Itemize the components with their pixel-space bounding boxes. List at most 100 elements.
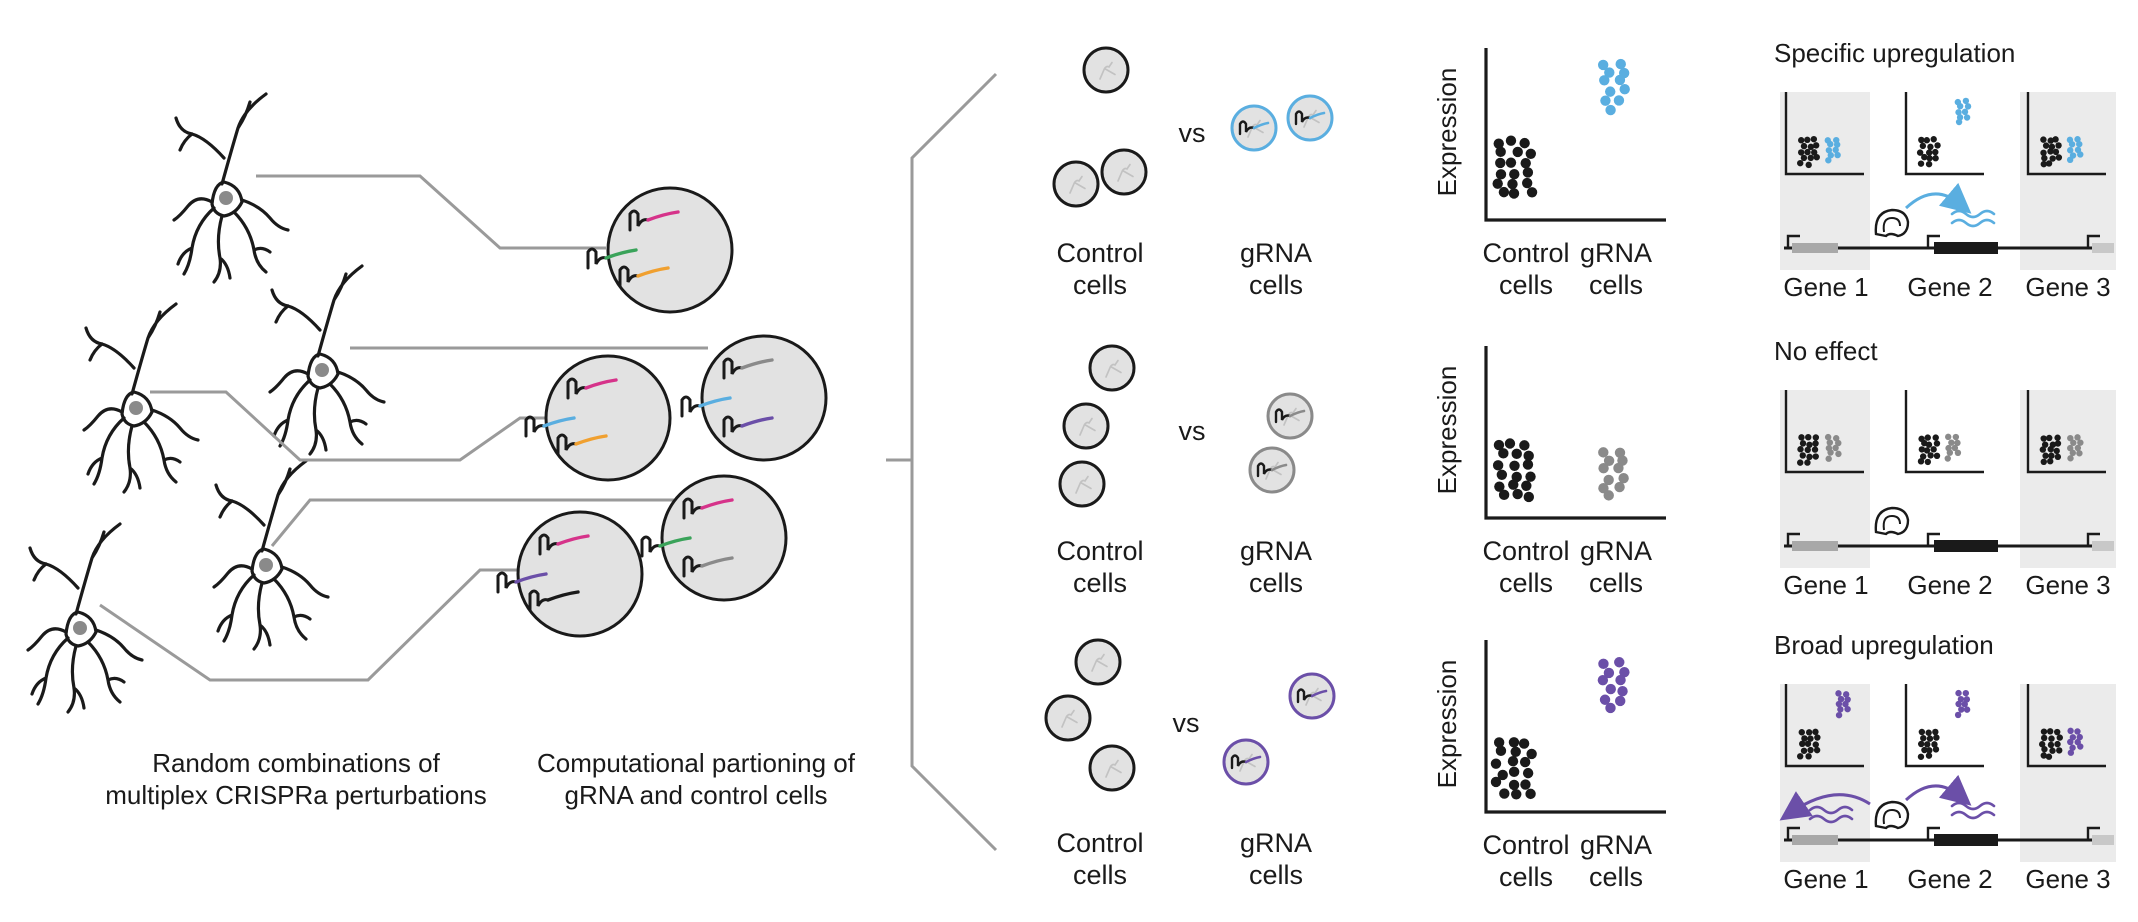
expression-point — [1814, 734, 1821, 741]
expression-point — [1519, 137, 1530, 149]
grna-icon — [722, 415, 774, 438]
expression-point — [1932, 155, 1939, 162]
expression-point — [2041, 154, 2048, 162]
expression-point — [1962, 689, 1970, 697]
expression-point — [1598, 447, 1609, 458]
expression-point — [1494, 481, 1505, 492]
grna-icon — [524, 415, 576, 438]
x-label-control-line2: cells — [1499, 270, 1553, 300]
gene1-label: Gene 1 — [1783, 272, 1868, 302]
expression-point — [1961, 108, 1969, 116]
expression-point — [1918, 446, 1926, 453]
gene3-body — [2092, 541, 2114, 551]
expression-point — [2054, 740, 2061, 748]
expression-point — [1507, 178, 1518, 190]
expression-point — [1835, 450, 1842, 458]
grna-cells-label-line1: gRNA — [1240, 238, 1312, 268]
expression-point — [1614, 657, 1625, 668]
expression-point — [1493, 138, 1504, 149]
expression-point — [2054, 434, 2061, 441]
gene3-shade — [2020, 390, 2116, 568]
expression-point — [2067, 434, 2074, 442]
dcas9-activator-icon — [1874, 800, 1910, 830]
partition-bracket — [886, 72, 998, 852]
gene2-body — [1934, 834, 1998, 846]
expression-point — [1807, 746, 1814, 754]
outcome-panel-3: Broad upregulation Gene 1 Gene 2 Gene 3 — [1774, 630, 2116, 894]
expression-point — [1509, 169, 1520, 180]
cell-icon — [1082, 46, 1130, 94]
grna-cells-label-line1: gRNA — [1240, 828, 1312, 858]
expression-point — [2067, 738, 2074, 746]
expression-point — [2047, 137, 2054, 144]
expression-point — [2049, 747, 2056, 754]
mini-expression-plot — [1784, 92, 1864, 176]
cell-icon — [1074, 638, 1122, 686]
outcome-title: Broad upregulation — [1774, 630, 1994, 660]
expression-point — [2067, 444, 2074, 452]
expression-point — [1827, 140, 1834, 148]
expression-point — [1800, 154, 1808, 162]
transcription-arrow-icon — [1904, 182, 1972, 214]
expression-point — [1619, 666, 1630, 678]
expression-point — [1812, 741, 1819, 748]
expression-point — [1798, 434, 1805, 441]
expression-point — [2038, 741, 2046, 748]
expression-point — [1926, 155, 1933, 162]
expression-point — [1825, 157, 1832, 164]
x-label-control-line1: Control — [1482, 238, 1569, 268]
expression-point — [1598, 463, 1609, 474]
expression-point — [1932, 148, 1939, 156]
expression-point — [1804, 148, 1811, 156]
mini-expression-plot — [1904, 92, 1984, 176]
expression-point — [2074, 728, 2081, 735]
expression-point — [1598, 658, 1609, 670]
outcome-panel-2: No effect Gene 1 Gene 2 Gene 3 — [1774, 336, 2116, 600]
transcription-arrow-icon — [1779, 791, 1871, 821]
vs-label: vs — [1179, 118, 1206, 148]
neuron-group — [26, 92, 386, 714]
expression-point — [2047, 148, 2054, 155]
expression-point — [1961, 700, 1968, 708]
expression-point — [1804, 136, 1811, 144]
grna-cells-label-line2: cells — [1249, 860, 1303, 890]
expression-point — [1505, 157, 1517, 168]
expression-point — [1955, 700, 1962, 708]
expression-point — [2056, 747, 2063, 754]
expression-point — [1918, 728, 1926, 736]
gene1-shade — [1780, 390, 1870, 568]
cell-icon — [1230, 104, 1278, 152]
gene1-body — [1792, 541, 1838, 551]
cell-icon — [1266, 392, 1314, 440]
cell-icon — [1286, 94, 1334, 142]
grna-cell — [640, 474, 788, 602]
cell-icon — [1088, 744, 1136, 792]
expression-point — [1927, 452, 1934, 459]
expression-point — [1614, 447, 1626, 458]
outcome-panel-1: Specific upregulation Gene 1 Gene 2 Gene 3 — [1774, 38, 2116, 302]
expression-point — [1924, 741, 1931, 748]
grna-cells-label-line1: gRNA — [1240, 536, 1312, 566]
expression-point — [1918, 740, 1925, 748]
grna-icon — [538, 533, 590, 556]
expression-point — [1495, 146, 1506, 158]
expression-point — [1825, 147, 1833, 154]
expression-point — [2041, 746, 2048, 753]
expression-point — [1954, 449, 1962, 456]
expression-point — [1519, 756, 1531, 768]
expression-point — [1952, 433, 1960, 441]
expression-point — [1926, 747, 1933, 754]
mini-expression-plot — [2026, 684, 2106, 768]
expression-point — [1919, 142, 1927, 150]
x-label-grna-line1: gRNA — [1580, 536, 1652, 566]
expression-point — [1498, 489, 1510, 501]
grna-cell — [586, 186, 734, 314]
expression-point — [2067, 749, 2075, 756]
expression-point — [1925, 149, 1933, 156]
neuron-to-cell-connectors — [99, 174, 708, 682]
expression-point — [1812, 142, 1820, 149]
expression-point — [2040, 149, 2047, 157]
expression-point — [2077, 151, 2084, 158]
control-cells-label-line1: Control — [1056, 828, 1143, 858]
